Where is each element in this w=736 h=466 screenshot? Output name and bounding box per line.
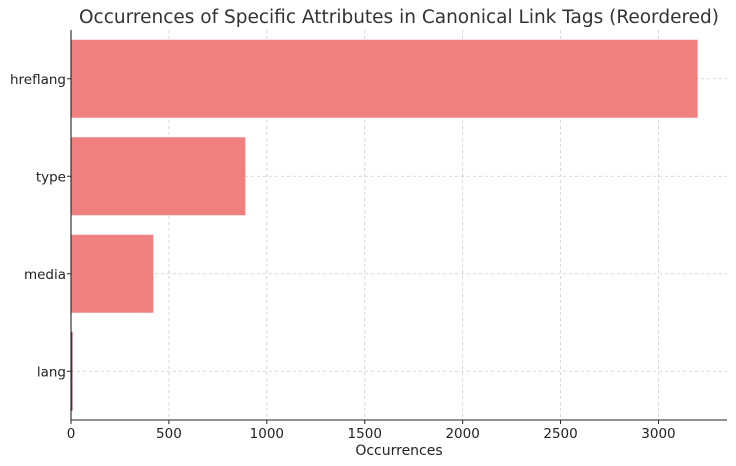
x-tick-label: 1500: [348, 426, 382, 442]
y-tick-label-media: media: [24, 267, 66, 283]
chart-title: Occurrences of Specific Attributes in Ca…: [79, 7, 719, 28]
bars: [70, 39, 698, 411]
ticks: 0 500 1000 1500 2000 2500 3000 hreflang type medi…: [10, 72, 676, 442]
bar-media: [71, 234, 154, 313]
x-axis-label: Occurrences: [355, 443, 442, 459]
y-tick-label-lang: lang: [37, 364, 66, 380]
bar-type: [71, 137, 246, 216]
x-tick-label: 2000: [445, 426, 479, 442]
x-tick-label: 0: [67, 426, 76, 442]
x-tick-label: 500: [156, 426, 182, 442]
y-tick-label-type: type: [36, 169, 66, 185]
y-tick-label-hreflang: hreflang: [10, 72, 66, 88]
x-tick-label: 1000: [250, 426, 284, 442]
bar-hreflang: [71, 39, 698, 118]
x-tick-label: 2500: [543, 426, 577, 442]
x-tick-label: 3000: [641, 426, 675, 442]
